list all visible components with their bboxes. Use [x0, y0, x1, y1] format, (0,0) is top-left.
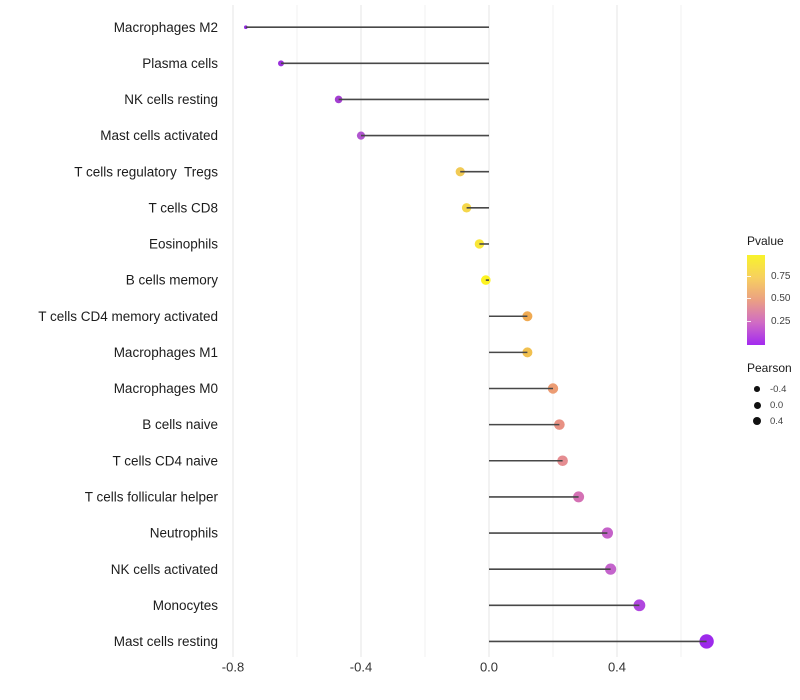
category-label: Macrophages M1 — [114, 345, 218, 360]
category-label: NK cells resting — [124, 92, 218, 107]
size-dot-small-icon — [754, 386, 760, 392]
x-tick-label: 0.4 — [608, 660, 626, 675]
category-label: Mast cells resting — [114, 634, 218, 649]
pvalue-legend-title: Pvalue — [747, 234, 784, 248]
category-label: Monocytes — [153, 598, 219, 613]
category-label: NK cells activated — [111, 562, 218, 577]
data-point — [461, 203, 472, 213]
colorbar-tick-label: 0.50 — [771, 293, 791, 304]
category-label: Macrophages M2 — [114, 20, 218, 35]
category-label: T cells CD4 naive — [112, 453, 218, 468]
category-label: T cells CD8 — [148, 200, 218, 215]
x-tick-label: -0.4 — [350, 660, 372, 675]
pearson-size-label: -0.4 — [770, 383, 787, 395]
x-tick-label: -0.8 — [222, 660, 244, 675]
legend: Pvalue 0.75 0.50 0.25 Pearson -0.4 — [747, 234, 800, 429]
size-dot-large-icon — [752, 416, 762, 426]
category-label: Mast cells activated — [100, 128, 218, 143]
category-label: Macrophages M0 — [114, 381, 218, 396]
size-dot-medium-icon — [753, 401, 761, 409]
colorbar-tick-label: 0.25 — [771, 315, 791, 327]
pvalue-legend: Pvalue 0.75 0.50 0.25 — [747, 234, 800, 345]
pearson-legend-item: 0.0 — [747, 397, 800, 413]
data-point — [474, 239, 485, 249]
category-label: Eosinophils — [149, 237, 218, 252]
colorbar-tick-mark — [747, 320, 751, 322]
pearson-size-label: 0.4 — [770, 415, 784, 427]
pvalue-colorbar-gradient — [747, 255, 765, 345]
pearson-legend-item: 0.4 — [747, 413, 800, 429]
category-label: Plasma cells — [142, 56, 218, 71]
category-label: T cells regulatory Tregs — [74, 164, 218, 179]
colorbar-tick-mark — [747, 275, 751, 277]
pvalue-colorbar-wrap: 0.75 0.50 0.25 — [747, 255, 790, 345]
pearson-legend-items: -0.4 0.0 0.4 — [747, 381, 800, 429]
category-label: Neutrophils — [150, 526, 219, 541]
pearson-legend-title: Pearson — [747, 361, 792, 375]
category-label: B cells naive — [142, 417, 218, 432]
pearson-size-label: 0.0 — [770, 399, 784, 411]
colorbar-tick-mark — [747, 298, 751, 300]
category-label: T cells CD4 memory activated — [38, 309, 218, 324]
pearson-legend: Pearson -0.4 0.0 0.4 — [747, 361, 800, 429]
colorbar-tick-label: 0.75 — [771, 270, 791, 282]
pearson-legend-item: -0.4 — [747, 381, 800, 397]
x-tick-label: 0.0 — [480, 660, 498, 675]
category-label: T cells follicular helper — [85, 489, 219, 504]
category-label: B cells memory — [126, 273, 219, 288]
